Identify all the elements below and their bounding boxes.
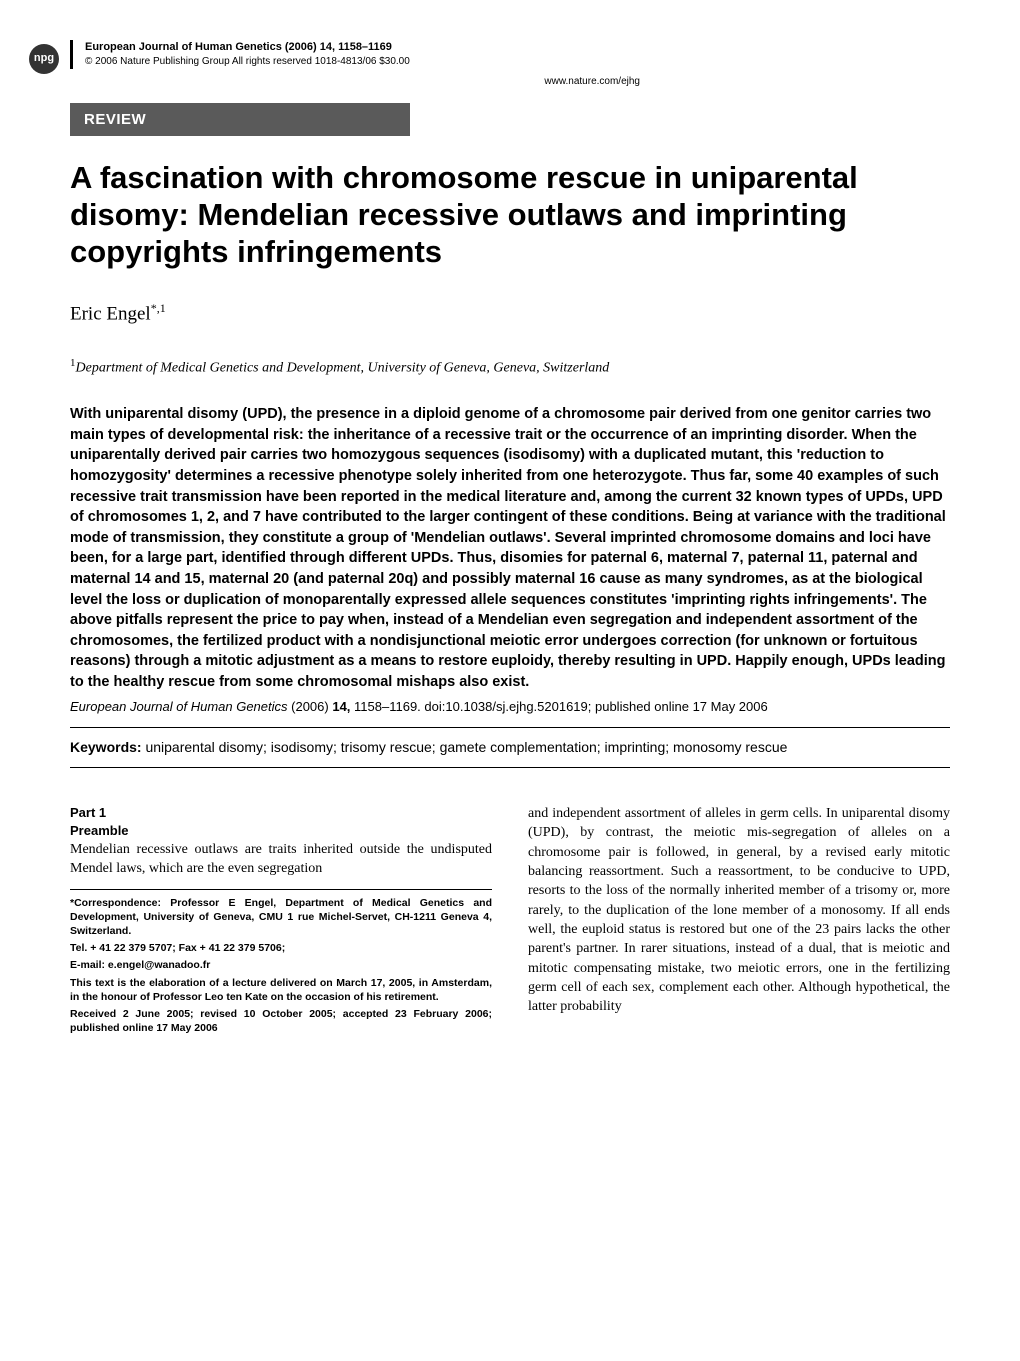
left-column: Part 1 Preamble Mendelian recessive outl… (70, 804, 492, 1038)
article-type-banner: REVIEW (70, 103, 410, 136)
footnote-divider (70, 889, 492, 890)
subsection-preamble-label: Preamble (70, 822, 492, 840)
body-columns: Part 1 Preamble Mendelian recessive outl… (70, 804, 950, 1038)
section-part-label: Part 1 (70, 804, 492, 822)
author-name: Eric Engel (70, 303, 151, 324)
article-title: A fascination with chromosome rescue in … (70, 160, 950, 270)
footnote-tel: Tel. + 41 22 379 5707; Fax + 41 22 379 5… (70, 941, 492, 955)
citation-doi: doi:10.1038/sj.ejhg.5201619; published o… (424, 699, 767, 714)
journal-citation-line: European Journal of Human Genetics (2006… (85, 40, 950, 55)
body-paragraph: Mendelian recessive outlaws are traits i… (70, 840, 492, 879)
journal-header: npg European Journal of Human Genetics (… (70, 40, 950, 69)
citation-line: European Journal of Human Genetics (2006… (70, 698, 950, 716)
footnotes: *Correspondence: Professor E Engel, Depa… (70, 896, 492, 1036)
right-column: and independent assortment of alleles in… (528, 804, 950, 1038)
footnote-lecture-note: This text is the elaboration of a lectur… (70, 976, 492, 1004)
citation-journal: European Journal of Human Genetics (70, 699, 288, 714)
copyright-line: © 2006 Nature Publishing Group All right… (85, 55, 950, 69)
keywords-label: Keywords: (70, 739, 142, 755)
author-marks: *,1 (151, 301, 166, 315)
citation-year: (2006) (291, 699, 332, 714)
footnote-received: Received 2 June 2005; revised 10 October… (70, 1007, 492, 1035)
divider (70, 727, 950, 728)
footnote-email: E-mail: e.engel@wanadoo.fr (70, 958, 492, 972)
keywords-text: uniparental disomy; isodisomy; trisomy r… (142, 739, 788, 755)
affiliation: 1Department of Medical Genetics and Deve… (70, 356, 950, 378)
footnote-correspondence: *Correspondence: Professor E Engel, Depa… (70, 896, 492, 939)
abstract: With uniparental disomy (UPD), the prese… (70, 404, 950, 692)
divider (70, 767, 950, 768)
affiliation-text: Department of Medical Genetics and Devel… (76, 361, 610, 376)
journal-url: www.nature.com/ejhg (70, 75, 950, 89)
author-line: Eric Engel*,1 (70, 300, 950, 328)
citation-pages: 1158–1169. (350, 699, 424, 714)
citation-volume: 14, (332, 699, 350, 714)
body-paragraph: and independent assortment of alleles in… (528, 804, 950, 1016)
keywords-line: Keywords: uniparental disomy; isodisomy;… (70, 738, 950, 758)
publisher-logo: npg (29, 44, 59, 74)
